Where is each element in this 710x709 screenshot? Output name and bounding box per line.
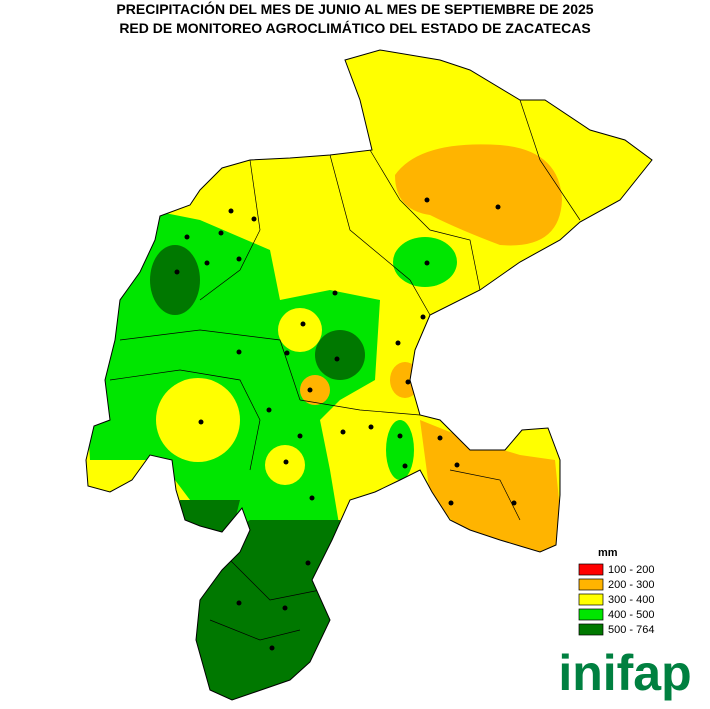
legend-label: 400 - 500 [608,609,654,621]
stations [174,197,517,651]
legend-title: mm [598,547,618,559]
title-line-2: RED DE MONITOREO AGROCLIMÁTICO DEL ESTAD… [119,20,590,36]
legend: 100 - 200 200 - 300 300 - 400 400 - 500 500 … [578,563,654,636]
logo: inifap [558,645,691,701]
legend-swatch [578,593,604,606]
legend-swatch [578,563,604,576]
legend-label: 200 - 300 [608,579,654,591]
legend-label: 100 - 200 [608,564,654,576]
legend-swatch [578,608,604,621]
legend-swatch [578,623,604,636]
legend-swatch [578,578,604,591]
legend-label: 500 - 764 [608,624,654,636]
legend-label: 300 - 400 [608,594,654,606]
title-line-1: PRECIPITACIÓN DEL MES DE JUNIO AL MES DE… [116,0,593,17]
